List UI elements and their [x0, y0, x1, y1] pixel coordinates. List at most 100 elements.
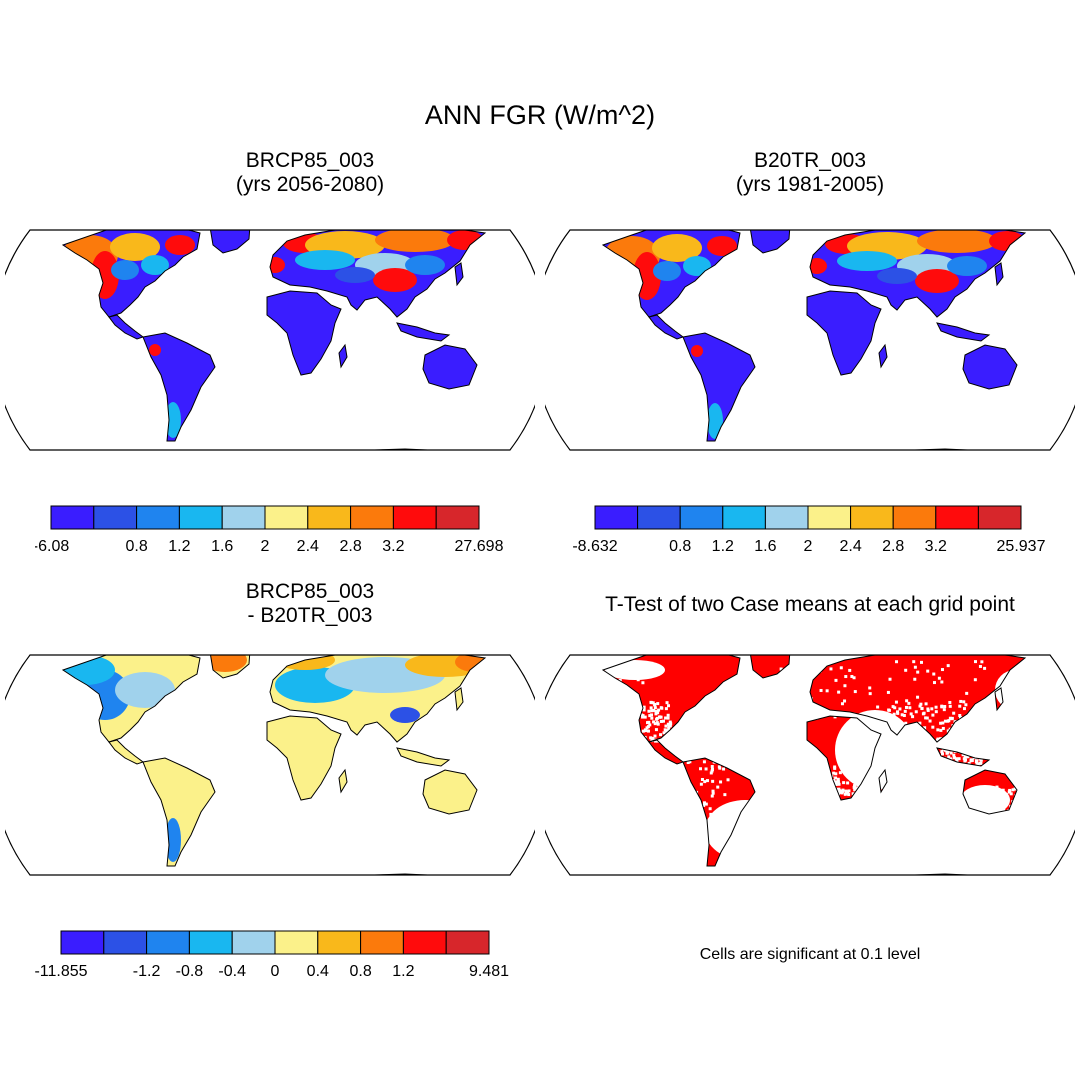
- continent-greenland: [750, 655, 790, 678]
- land-fill: [603, 655, 1025, 875]
- continent-africa: [267, 291, 341, 375]
- colorbar-swatch: [594, 505, 639, 530]
- continent-antarctica: [105, 449, 450, 450]
- panel-title-top-left-line2: (yrs 2056-2080): [235, 173, 385, 196]
- colorbar-tick-label: 1.2: [168, 538, 190, 555]
- colorbar-swatch: [350, 505, 394, 530]
- colorbar-tick-label: -0.8: [176, 963, 204, 980]
- colorbar-top-right: -8.632 0.8 1.2 1.6 2 2.4 2.8 3.2 25.937: [572, 505, 1046, 555]
- colorbar-tick-label: 27.698: [455, 538, 504, 555]
- continent-indonesia: [397, 323, 449, 341]
- panel-title-bottom-right-line1: T-Test of two Case means at each grid po…: [605, 593, 1015, 616]
- panel-title-top-right: B20TR_003 (yrs 1981-2005): [560, 149, 1060, 197]
- continent-centralAmerica: [109, 315, 143, 339]
- colorbar-tick-label: -6.08: [35, 538, 69, 555]
- colorbar-swatch: [850, 505, 894, 530]
- map-panel-bottom-left: [5, 654, 535, 876]
- continent-centralAmerica: [649, 740, 683, 764]
- colorbar-tick-label: 1.2: [392, 963, 414, 980]
- colorbar-tick-label: 1.2: [712, 538, 734, 555]
- continent-antarctica: [645, 449, 990, 450]
- panel-title-bottom-right: T-Test of two Case means at each grid po…: [560, 593, 1060, 617]
- colorbar-swatch: [977, 505, 1022, 530]
- colorbar-tick-label: 1.6: [754, 538, 776, 555]
- field-overlay: [63, 655, 485, 862]
- map-panel-top-right: [545, 229, 1075, 451]
- colorbar-tick-label: 0.8: [669, 538, 691, 555]
- colorbar-swatch: [307, 505, 352, 530]
- colorbar-swatch: [50, 505, 95, 530]
- colorbar-tick-label: 2.8: [339, 538, 361, 555]
- map-outline: [5, 654, 535, 876]
- colorbar-tick-label: -8.632: [572, 538, 617, 555]
- continent-africa: [807, 291, 881, 375]
- map-outline: [545, 654, 1075, 876]
- colorbar-swatch: [60, 930, 105, 955]
- map-panel-top-left: [5, 229, 535, 451]
- colorbar-swatch: [402, 930, 447, 955]
- panel-title-top-right-line1: B20TR_003: [753, 149, 867, 172]
- colorbar-swatch: [264, 505, 309, 530]
- panel-title-bottom-left-line2: - B20TR_003: [247, 604, 373, 627]
- colorbar-tick-label: 3.2: [382, 538, 404, 555]
- colorbar-tick-label: -1.2: [133, 963, 161, 980]
- colorbar-swatch: [146, 930, 190, 955]
- colorbar-tick-label: 2.4: [839, 538, 861, 555]
- continent-australia: [963, 345, 1017, 389]
- colorbar-tick-label: 9.481: [469, 963, 509, 980]
- colorbar-swatch: [136, 505, 180, 530]
- colorbar-top-left: -6.08 0.8 1.2 1.6 2 2.4 2.8 3.2 27.698: [35, 505, 504, 555]
- colorbar-tick-label: 0: [271, 963, 280, 980]
- continent-antarctica: [105, 874, 450, 875]
- colorbar-swatch: [317, 930, 362, 955]
- colorbar-swatch: [679, 505, 724, 530]
- continent-australia: [423, 345, 477, 389]
- colorbar-tick-label: -11.855: [35, 963, 88, 980]
- colorbar-bottom-left: -11.855 -1.2 -0.8 -0.4 0 0.4 0.8 1.2 9.481: [35, 930, 509, 980]
- colorbar-tick-label: 0.4: [307, 963, 329, 980]
- panel-title-top-left: BRCP85_003 (yrs 2056-2080): [80, 149, 540, 197]
- coastlines: [61, 230, 487, 450]
- colorbar-swatch: [892, 505, 937, 530]
- coastlines: [601, 230, 1027, 450]
- continent-africa: [267, 716, 341, 800]
- continent-southAmerica: [143, 758, 215, 866]
- figure-title: ANN FGR (W/m^2): [424, 100, 656, 130]
- continent-southAmerica: [683, 333, 755, 441]
- colorbar-swatch: [392, 505, 437, 530]
- colorbar-tick-label: -0.4: [218, 963, 246, 980]
- colorbar-swatch: [435, 505, 480, 530]
- continent-indonesia: [397, 748, 449, 766]
- colorbar-swatch: [188, 930, 233, 955]
- colorbar-swatch: [445, 930, 490, 955]
- colorbar-tick-label: 1.6: [211, 538, 233, 555]
- map-outline: [5, 229, 535, 451]
- colorbar-tick-label: 2: [804, 538, 813, 555]
- colorbar-tick-label: 0.8: [125, 538, 147, 555]
- continent-centralAmerica: [109, 740, 143, 764]
- map-panel-bottom-right: [545, 654, 1075, 876]
- colorbar-swatch: [178, 505, 223, 530]
- colorbar-swatch: [274, 930, 319, 955]
- field-overlay: [604, 230, 1025, 439]
- colorbar-tick-label: 2.4: [297, 538, 319, 555]
- colorbar-swatch: [93, 505, 138, 530]
- colorbar-tick-label: 2.8: [882, 538, 904, 555]
- continent-antarctica: [645, 874, 990, 875]
- colorbar-swatch: [103, 930, 148, 955]
- continent-centralAmerica: [649, 315, 683, 339]
- colorbar-swatch: [231, 930, 276, 955]
- map-outline: [545, 229, 1075, 451]
- continent-southAmerica: [143, 333, 215, 441]
- colorbar-swatch: [221, 505, 266, 530]
- continent-greenland: [750, 230, 790, 253]
- colorbar-swatch: [360, 930, 404, 955]
- colorbar-swatch: [764, 505, 809, 530]
- colorbar-tick-label: 0.8: [349, 963, 371, 980]
- colorbar-tick-label: 2: [261, 538, 270, 555]
- continent-greenland: [210, 230, 250, 253]
- continent-australia: [423, 770, 477, 814]
- colorbar-swatch: [807, 505, 852, 530]
- colorbar-tick-label: 3.2: [925, 538, 947, 555]
- colorbar-tick-label: 25.937: [997, 538, 1046, 555]
